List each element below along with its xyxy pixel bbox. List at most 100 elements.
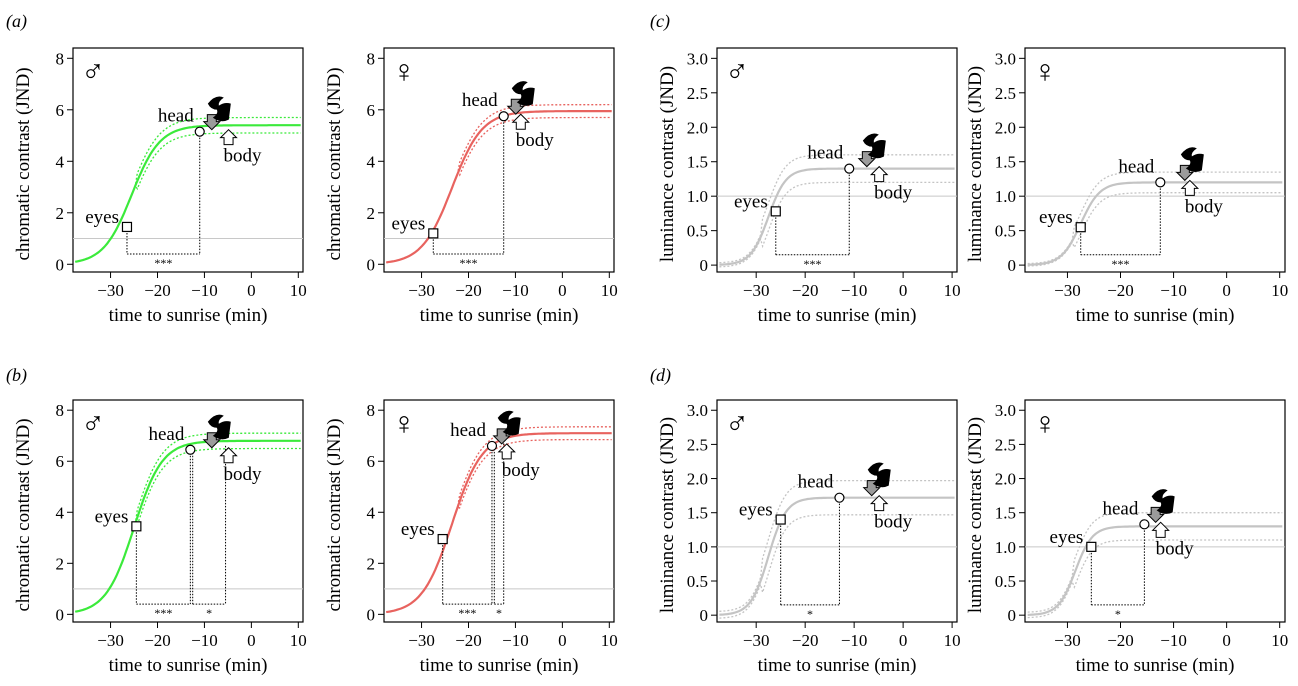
x-tick-label: −20: [144, 631, 171, 650]
y-tick-label: 6: [367, 101, 376, 120]
eyes-marker: [428, 228, 439, 239]
x-axis-label: time to sunrise (min): [109, 655, 268, 676]
x-tick-label: −30: [743, 631, 770, 650]
y-tick-label: 1.0: [687, 187, 708, 206]
head-marker: [1139, 519, 1150, 530]
y-tick-label: 2: [367, 554, 376, 573]
head-marker: [486, 440, 498, 452]
body-arrow: [219, 128, 238, 146]
y-tick-label: 6: [56, 452, 65, 471]
eyes-marker: [121, 221, 133, 233]
body-label: body: [516, 130, 555, 151]
x-tick-label: 10: [290, 281, 307, 300]
eyes-marker: [131, 521, 142, 532]
female-symbol: ♀: [392, 405, 416, 441]
x-tick-label: −10: [502, 281, 529, 300]
plot-frame: [1024, 399, 1286, 623]
male-symbol: ♂: [81, 53, 105, 89]
y-tick-label: 8: [56, 49, 65, 68]
bird-icon: [867, 462, 891, 488]
y-tick-label: 2.5: [687, 435, 708, 454]
panel-letter-d: (d): [650, 365, 671, 386]
chart-c-male: 0 0.5 1.0 1.5 2.0 2.5 3.0 −30 −20 −10 0 10 time to s…: [657, 47, 961, 326]
y-tick-label: 2.5: [995, 435, 1016, 454]
head-label: head: [807, 143, 843, 164]
x-tick-label: 10: [601, 281, 618, 300]
male-symbol: ♂: [725, 53, 749, 89]
y-tick-label: 0: [1008, 256, 1017, 275]
y-tick-label: 4: [367, 503, 376, 522]
plot-frame: [72, 47, 304, 273]
male-symbol: ♂: [725, 405, 749, 441]
x-tick-label: 0: [247, 631, 256, 650]
eyes-label: eyes: [1039, 207, 1073, 228]
data-curve: [1027, 525, 1283, 616]
y-tick-label: 2: [56, 204, 65, 223]
data-curve: [75, 124, 301, 263]
y-tick-label: 1.0: [995, 538, 1016, 557]
head-label: head: [158, 106, 194, 127]
body-label: body: [874, 183, 913, 204]
x-tick-label: −30: [97, 281, 124, 300]
body-label: body: [224, 146, 263, 167]
chart-d-male: 0 0.5 1.0 1.5 2.0 2.5 3.0 −30 −20 −10 0 10 time to s…: [657, 399, 961, 676]
x-tick-label: 0: [899, 281, 908, 300]
y-tick-label: 6: [367, 452, 376, 471]
body-arrow: [1180, 179, 1200, 196]
eyes-label: eyes: [85, 207, 119, 228]
y-tick-label: 2.0: [687, 118, 708, 137]
significance-label: ***: [1112, 257, 1130, 271]
x-axis-label: time to sunrise (min): [758, 305, 917, 326]
confidence-lower: [386, 116, 612, 264]
y-tick-label: 2.5: [995, 84, 1016, 103]
head-label: head: [1103, 498, 1139, 519]
chart-b-female: 0 2 4 6 8 −30 −20 −10 0 10 time to sunrise (min) ch…: [324, 399, 618, 676]
body-arrow: [219, 447, 238, 464]
head-label: head: [462, 90, 498, 111]
bird-icon: [207, 96, 231, 122]
y-tick-label: 0: [700, 606, 709, 625]
plot-frame: [716, 47, 958, 273]
chart-a-female: 0 2 4 6 8 −30 −20 −10 0 10 time to sunrise (min) ch…: [324, 47, 618, 326]
significance-label: ***: [458, 606, 476, 620]
confidence-upper: [719, 479, 955, 612]
x-tick-label: −30: [408, 281, 435, 300]
y-axis-label: luminance contrast (JND): [657, 66, 678, 262]
y-tick-label: 6: [56, 101, 65, 120]
body-arrow: [869, 165, 889, 183]
eyes-marker: [770, 206, 781, 217]
y-tick-label: 1.5: [687, 504, 708, 523]
y-axis-label: chromatic contrast (JND): [324, 418, 345, 611]
x-tick-label: −30: [1054, 281, 1081, 300]
x-tick-label: 0: [1222, 631, 1231, 650]
x-tick-label: 10: [601, 631, 618, 650]
y-tick-label: 0: [56, 255, 65, 274]
x-tick-label: −30: [743, 281, 770, 300]
eyes-label: eyes: [401, 519, 435, 540]
y-tick-label: 8: [56, 401, 65, 420]
head-marker: [1155, 177, 1166, 188]
y-axis-label: chromatic contrast (JND): [13, 67, 34, 260]
y-tick-label: 4: [367, 152, 376, 171]
body-arrow: [511, 113, 530, 130]
plot-frame: [716, 399, 958, 623]
significance-label: *: [206, 606, 212, 620]
plot-frame: [1024, 47, 1286, 273]
x-tick-label: −20: [144, 281, 171, 300]
x-tick-label: −30: [408, 631, 435, 650]
plot-frame: [383, 399, 615, 623]
y-tick-label: 8: [367, 401, 376, 420]
significance-label: ***: [804, 257, 822, 271]
head-marker: [844, 163, 855, 174]
x-tick-label: −20: [792, 631, 819, 650]
y-tick-label: 1.5: [995, 504, 1016, 523]
x-tick-label: −20: [1107, 281, 1134, 300]
y-tick-label: 1.0: [995, 187, 1016, 206]
y-tick-label: 2.0: [687, 470, 708, 489]
y-tick-label: 2.5: [687, 84, 708, 103]
significance-label: ***: [154, 256, 172, 270]
body-label: body: [1185, 196, 1224, 217]
x-tick-label: 10: [1271, 631, 1288, 650]
female-symbol: ♀: [1033, 405, 1057, 441]
